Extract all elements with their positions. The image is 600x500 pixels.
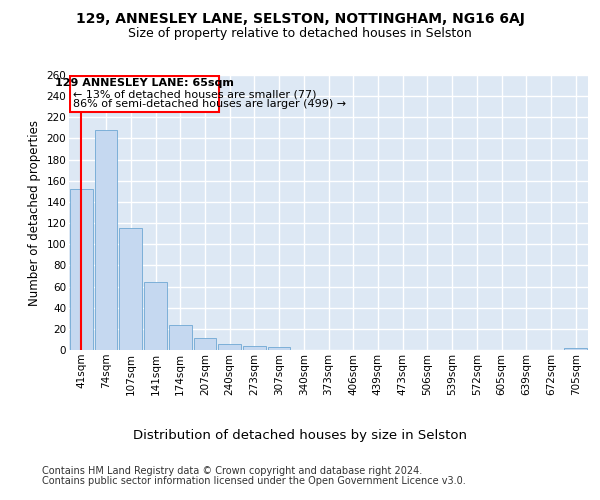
Text: 129, ANNESLEY LANE, SELSTON, NOTTINGHAM, NG16 6AJ: 129, ANNESLEY LANE, SELSTON, NOTTINGHAM,… [76,12,524,26]
Text: 129 ANNESLEY LANE: 65sqm: 129 ANNESLEY LANE: 65sqm [55,78,233,88]
Y-axis label: Number of detached properties: Number of detached properties [28,120,41,306]
Bar [564,348,587,350]
Bar [194,338,216,350]
Text: 86% of semi-detached houses are larger (499) →: 86% of semi-detached houses are larger (… [73,99,346,109]
Text: Size of property relative to detached houses in Selston: Size of property relative to detached ho… [128,28,472,40]
Bar [243,346,266,350]
Bar [95,130,118,350]
Bar [268,347,290,350]
Bar [169,324,191,350]
Text: Contains HM Land Registry data © Crown copyright and database right 2024.: Contains HM Land Registry data © Crown c… [42,466,422,476]
Bar [144,282,167,350]
Text: Contains public sector information licensed under the Open Government Licence v3: Contains public sector information licen… [42,476,466,486]
Bar [70,76,218,112]
Text: Distribution of detached houses by size in Selston: Distribution of detached houses by size … [133,430,467,442]
Text: ← 13% of detached houses are smaller (77): ← 13% of detached houses are smaller (77… [73,89,316,99]
Bar [119,228,142,350]
Bar [218,344,241,350]
Bar [70,189,93,350]
